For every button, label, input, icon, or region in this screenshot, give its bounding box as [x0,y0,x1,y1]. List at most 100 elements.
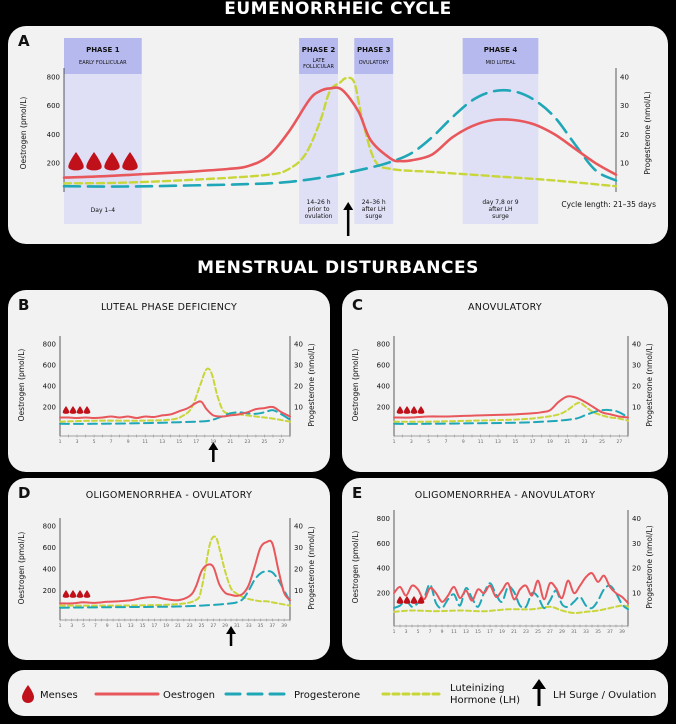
phase-header-1 [64,38,142,74]
y-right-tick-C-30: 30 [632,362,641,370]
panel-luteal-phase-deficiency: B LUTEAL PHASE DEFICIENCY 200 400 600 800 10 20… [8,290,330,472]
x-tick-E-3: 3 [405,629,408,635]
menses-icon [22,685,34,703]
phase-title-2: PHASE 2 [302,46,336,54]
progesterone-line-E [393,582,629,611]
y-left-tick-C-800: 800 [377,341,390,349]
menses-icon-B-1 [62,406,70,414]
y-right-tick-A-30: 30 [620,102,629,110]
x-tick-D-35: 35 [258,623,264,629]
phase-sub-1: EARLY FOLLICULAR [79,60,127,66]
y-left-tick-D-600: 600 [43,544,56,552]
x-tick-E-17: 17 [487,629,493,635]
phase-header-2 [299,38,338,74]
panel-label-A: A [18,32,30,50]
y-right-tick-C-20: 20 [632,383,641,391]
x-tick-C-15: 15 [512,439,518,445]
phase-note-2-1: prior to [308,206,330,213]
phase-note-4-0: day 7,8 or 9 [482,199,518,206]
progesterone-line-B [59,409,291,425]
x-tick-E-21: 21 [511,629,517,635]
y-left-tick-E-400: 400 [377,565,390,573]
x-tick-B-27: 27 [279,439,285,445]
x-tick-D-7: 7 [94,623,97,629]
menses-icon-B-2 [69,406,77,414]
legend-oestrogen-label: Oestrogen [163,690,215,701]
x-tick-E-25: 25 [535,629,541,635]
x-tick-D-21: 21 [175,623,181,629]
x-tick-D-37: 37 [269,623,275,629]
y-left-tick-A-400: 400 [47,131,60,139]
menses-icon-E-2 [403,596,411,604]
y-left-label-C: Oestrogen (pmol/L) [351,349,360,422]
phase-header-4 [462,38,539,74]
y-left-tick-A-200: 200 [47,160,60,168]
panel-label-C: C [352,296,363,314]
x-tick-C-19: 19 [547,439,553,445]
phase-sub-3: OVULATORY [359,60,390,66]
legend-progesterone-label: Progesterone [294,690,360,701]
x-tick-D-19: 19 [163,623,169,629]
menses-icon-A-2 [86,152,102,171]
y-left-tick-E-600: 600 [377,540,390,548]
menses-icon-A-4 [122,152,138,171]
legend: Menses Oestrogen Progesterone Luteinizin… [8,670,668,716]
x-tick-C-11: 11 [478,439,484,445]
panel-eumenorrheic: A PHASE 1 EARLY FOLLICULAR Day 1–4 PHASE 2 LA… [8,26,668,244]
menses-icon-D-4 [83,590,91,598]
lh-line-D [59,535,291,607]
x-tick-E-37: 37 [607,629,613,635]
eumenorrheic-banner: EUMENORRHEIC CYCLE [224,0,452,19]
menses-icon-D-3 [76,590,84,598]
chart-A-svg: A PHASE 1 EARLY FOLLICULAR Day 1–4 PHASE 2 LA… [18,32,656,236]
phase-note-2-0: 14–26 h [307,199,331,206]
legend-svg: Menses Oestrogen Progesterone Luteinizin… [22,679,656,706]
panel-label-D: D [18,484,30,502]
oestrogen-line-B [59,400,291,419]
y-right-tick-C-40: 40 [632,341,641,349]
legend-menses-label: Menses [40,690,78,701]
x-tick-D-11: 11 [116,623,122,629]
phase-note-1-0: Day 1–4 [91,207,116,214]
x-tick-B-25: 25 [262,439,268,445]
y-left-label-E: Oestrogen (pmol/L) [351,531,360,604]
x-tick-B-17: 17 [193,439,199,445]
y-left-tick-D-400: 400 [43,566,56,574]
y-right-tick-D-30: 30 [294,544,303,552]
lh-line-B [59,367,291,423]
y-left-label-A: Oestrogen (pmol/L) [19,97,28,170]
y-right-tick-E-30: 30 [632,540,641,548]
x-tick-E-11: 11 [451,629,457,635]
x-tick-C-17: 17 [530,439,536,445]
panel-oligomenorrhea-anovulatory: E OLIGOMENORRHEA - ANOVULATORY 200 400 600 80… [342,478,668,660]
lh-line-E [393,604,629,615]
chart-B-svg: B LUTEAL PHASE DEFICIENCY 200 400 600 800 10 20… [17,296,316,462]
oestrogen-line-A [62,86,618,179]
x-tick-C-27: 27 [616,439,622,445]
x-tick-D-9: 9 [106,623,109,629]
x-tick-E-5: 5 [417,629,420,635]
y-left-tick-B-600: 600 [43,362,56,370]
x-tick-C-7: 7 [445,439,448,445]
y-right-tick-B-10: 10 [294,404,303,412]
y-right-label-E: Progesterone (nmol/L) [645,525,654,608]
x-tick-E-15: 15 [475,629,481,635]
y-left-tick-E-200: 200 [377,590,390,598]
oestrogen-line-C [393,395,629,419]
legend-lh-label-line2: Hormone (LH) [450,695,520,706]
x-tick-B-3: 3 [76,439,79,445]
x-tick-B-21: 21 [228,439,234,445]
x-tick-D-3: 3 [70,623,73,629]
x-tick-E-39: 39 [619,629,625,635]
x-tick-B-19: 19 [210,439,216,445]
x-tick-B-5: 5 [93,439,96,445]
oestrogen-line-D [59,539,291,605]
y-left-tick-E-800: 800 [377,515,390,523]
x-tick-E-23: 23 [523,629,529,635]
x-tick-D-25: 25 [199,623,205,629]
phase-note-4-2: surge [492,213,509,220]
x-tick-D-23: 23 [187,623,193,629]
x-tick-D-15: 15 [140,623,146,629]
x-tick-E-13: 13 [463,629,469,635]
chart-title-D: OLIGOMENORRHEA - OVULATORY [86,490,252,501]
